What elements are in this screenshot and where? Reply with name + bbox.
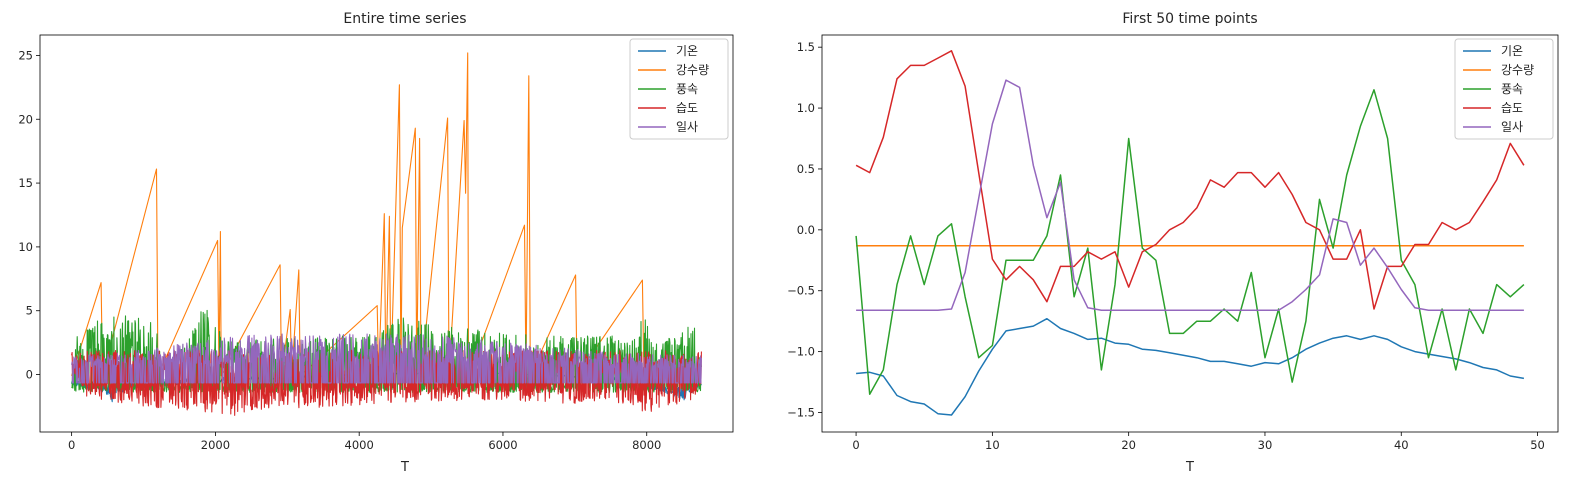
right-legend-label-1: 기온 xyxy=(1501,44,1523,58)
left-series-line-5 xyxy=(71,333,702,384)
right-legend-label-2: 강수량 xyxy=(1501,63,1534,77)
left-x-tick-label: 8000 xyxy=(632,438,661,452)
left-y-tick-label: 10 xyxy=(18,240,33,254)
left-legend-label-1: 기온 xyxy=(676,44,698,58)
right-x-tick-label: 30 xyxy=(1258,438,1273,452)
right-x-tick-label: 20 xyxy=(1121,438,1136,452)
left-axes-frame xyxy=(39,34,734,433)
right-y-tick-label: −0.5 xyxy=(787,284,815,298)
right-x-tick-label: 40 xyxy=(1394,438,1409,452)
left-series-lines xyxy=(71,52,702,416)
right-x-tick-label: 10 xyxy=(985,438,1000,452)
right-series-line-3 xyxy=(855,89,1525,395)
left-x-tick-label: 0 xyxy=(68,438,75,452)
right-series-line-5 xyxy=(856,79,1524,311)
left-legend-label-4: 습도 xyxy=(676,101,698,115)
left-legend-box xyxy=(629,38,729,140)
left-x-tick-label: 4000 xyxy=(345,438,374,452)
left-chart-title: Entire time series xyxy=(343,11,466,27)
right-panel: First 50 time points T 0 10 20 30 40 50 −1.5 −1… xyxy=(787,11,1559,475)
right-legend-box xyxy=(1454,38,1554,140)
left-legend-label-3: 풍속 xyxy=(676,82,698,96)
right-chart-title: First 50 time points xyxy=(1122,11,1257,27)
left-legend-label-5: 일사 xyxy=(676,120,698,134)
left-series-line-2 xyxy=(71,52,702,377)
left-y-tick-label: 0 xyxy=(26,368,33,382)
right-y-tick-label: 1.0 xyxy=(797,101,815,115)
right-legend-label-5: 일사 xyxy=(1501,120,1523,134)
left-y-tick-label: 15 xyxy=(18,176,33,190)
left-y-tick-label: 5 xyxy=(26,304,33,318)
right-series-line-4 xyxy=(855,50,1525,310)
left-y-tick-label: 25 xyxy=(18,48,33,62)
left-x-tick-label: 2000 xyxy=(201,438,230,452)
right-x-axis-label: T xyxy=(1185,460,1194,475)
right-legend-label-4: 습도 xyxy=(1501,101,1523,115)
right-series-lines xyxy=(855,50,1525,416)
left-legend-label-2: 강수량 xyxy=(676,63,709,77)
right-series-line-1 xyxy=(856,317,1525,416)
left-plot-area: 0 2000 4000 6000 8000 0 5 10 15 20 25 xyxy=(18,34,734,452)
right-y-tick-label: 0.5 xyxy=(797,162,815,176)
right-plot-area: 0 10 20 30 40 50 −1.5 −1.0 −0.5 0.0 0.5 1.0 1.5 xyxy=(787,34,1559,452)
right-y-tick-label: −1.5 xyxy=(787,406,815,420)
left-y-tick-label: 20 xyxy=(18,112,33,126)
right-x-tick-label: 50 xyxy=(1530,438,1545,452)
right-axes-frame xyxy=(821,34,1559,433)
right-y-tick-label: 1.5 xyxy=(797,40,815,54)
right-y-tick-label: −1.0 xyxy=(787,345,815,359)
right-y-tick-label: 0.0 xyxy=(797,223,815,237)
right-x-tick-label: 0 xyxy=(852,438,859,452)
left-panel: Entire time series T 0 2000 4000 6000 8000 0 5… xyxy=(18,11,734,475)
right-legend-label-3: 풍속 xyxy=(1501,82,1523,96)
left-x-axis-label: T xyxy=(400,460,409,475)
left-x-tick-label: 6000 xyxy=(488,438,517,452)
